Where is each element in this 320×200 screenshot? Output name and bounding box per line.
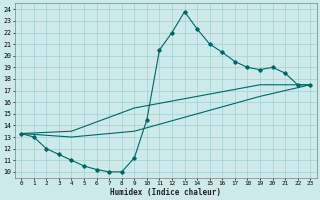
X-axis label: Humidex (Indice chaleur): Humidex (Indice chaleur) xyxy=(110,188,221,197)
